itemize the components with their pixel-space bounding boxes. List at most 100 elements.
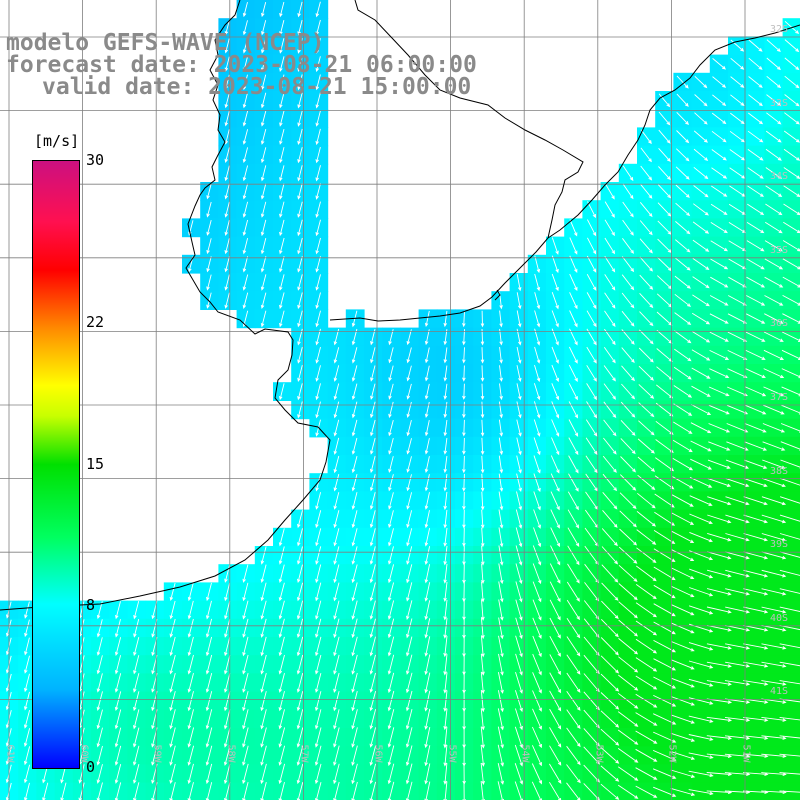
wind-arrow (602, 473, 618, 492)
wind-arrow (296, 582, 304, 602)
wind-arrow (586, 310, 597, 328)
wind-arrow (499, 310, 503, 328)
wind-arrow (533, 419, 541, 437)
wind-arrow (600, 673, 620, 692)
wind-arrow (314, 727, 322, 748)
wind-arrow (639, 220, 653, 236)
wind-arrow (260, 128, 267, 145)
wind-arrow (315, 310, 321, 328)
wind-arrow (23, 709, 31, 729)
wind-arrow (747, 149, 764, 161)
wind-arrow (369, 546, 376, 565)
wind-arrow (315, 92, 321, 109)
wind-arrow (671, 512, 695, 525)
wind-arrow (279, 201, 285, 218)
wind-arrow (743, 716, 769, 722)
wind-arrow (351, 401, 358, 419)
wind-arrow (587, 219, 597, 237)
wind-arrow (497, 726, 504, 749)
wind-arrow (351, 618, 358, 639)
wind-arrow (743, 753, 769, 758)
wind-arrow (762, 459, 786, 469)
wind-arrow (708, 441, 731, 451)
wind-arrow (743, 551, 769, 560)
wind-arrow (783, 148, 800, 161)
wind-arrow (675, 184, 690, 198)
wind-arrow (187, 763, 194, 785)
wind-arrow (693, 130, 708, 143)
wind-arrow (618, 583, 638, 601)
wind-arrow (712, 58, 726, 70)
wind-arrow (569, 310, 578, 328)
wind-arrow (24, 637, 30, 656)
wind-arrow (761, 716, 787, 722)
wind-arrow (784, 39, 800, 53)
wind-arrow (762, 441, 786, 451)
wind-arrow (296, 654, 304, 675)
wind-arrow (187, 727, 195, 748)
wind-arrow (96, 619, 103, 638)
wind-arrow (187, 691, 194, 712)
wind-arrow (481, 581, 485, 603)
wind-arrow (635, 657, 658, 672)
wind-arrow (516, 455, 522, 474)
wind-arrow (781, 368, 800, 379)
wind-arrow (620, 438, 636, 455)
wind-arrow (533, 383, 541, 401)
wind-arrow (424, 420, 430, 437)
wind-arrow (586, 292, 597, 310)
wind-arrow (260, 183, 267, 200)
wind-arrow (424, 582, 431, 602)
wind-arrow (169, 636, 176, 657)
wind-arrow (297, 310, 303, 328)
wind-arrow (764, 276, 784, 288)
wind-arrow (242, 1, 248, 18)
wind-arrow (387, 763, 395, 785)
wind-arrow (675, 148, 690, 162)
wind-arrow (586, 401, 598, 419)
wind-arrow (604, 310, 616, 327)
wind-arrow (133, 673, 140, 693)
wind-arrow (531, 781, 543, 800)
wind-arrow (406, 456, 412, 473)
wind-arrow (369, 582, 376, 602)
wind-arrow (603, 347, 616, 364)
wind-arrow (672, 458, 694, 471)
wind-arrow (671, 549, 695, 561)
wind-arrow (636, 547, 657, 564)
colorbar-tick-label: 0 (86, 758, 96, 776)
wind-arrow (761, 514, 787, 524)
wind-arrow (132, 745, 140, 766)
wind-arrow (424, 763, 431, 785)
wind-arrow (224, 618, 231, 638)
wind-arrow (315, 492, 322, 510)
wind-speed-cell (782, 309, 800, 329)
wind-arrow (780, 477, 800, 486)
wind-arrow (657, 184, 672, 199)
wind-arrow (534, 364, 541, 383)
wind-arrow (133, 691, 140, 712)
wind-arrow (583, 636, 600, 656)
wind-arrow (424, 690, 431, 712)
wind-arrow (388, 456, 394, 474)
wind-arrow (515, 599, 523, 621)
wind-arrow (516, 273, 522, 292)
wind-arrow (706, 606, 732, 614)
wind-arrow (443, 672, 448, 694)
wind-arrow (205, 763, 213, 785)
wind-arrow (516, 310, 522, 328)
wind-arrow (205, 672, 213, 693)
wind-arrow (640, 147, 652, 163)
wind-arrow (187, 745, 195, 766)
wind-arrow (568, 473, 579, 492)
wind-arrow (763, 404, 785, 415)
wind-arrow (224, 564, 231, 583)
wind-arrow (443, 618, 448, 639)
wind-arrow (315, 128, 321, 146)
wind-arrow (369, 672, 376, 693)
wind-arrow (333, 401, 340, 419)
wind-arrow (406, 582, 413, 602)
wind-arrow (351, 564, 358, 584)
wind-arrow (370, 437, 376, 455)
wind-arrow (604, 219, 615, 237)
